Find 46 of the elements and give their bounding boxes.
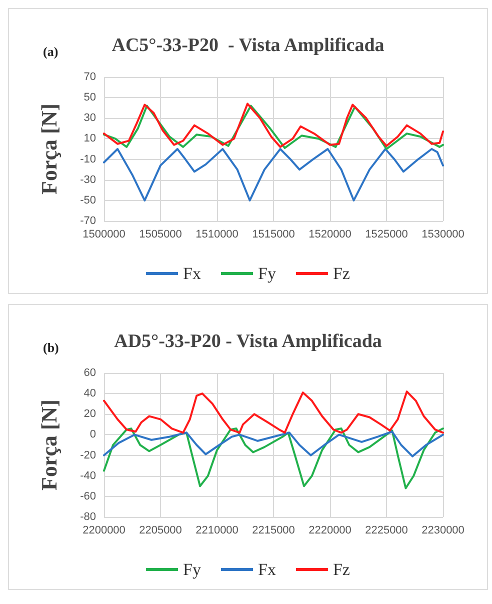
y-tick-label: -20: [80, 449, 96, 462]
x-tick-label: 1530000: [422, 228, 464, 240]
x-tick-label: 1525000: [365, 228, 408, 240]
y-tick-label: 20: [84, 408, 96, 420]
legend-label: Fz: [332, 560, 350, 579]
chart-title: AC5°-33-P20 - Vista Amplificada: [112, 35, 385, 56]
y-tick-label: 40: [84, 388, 96, 400]
chart-title: AD5°-33-P20 - Vista Amplificada: [114, 331, 382, 352]
line-series: [103, 430, 444, 458]
y-tick-label: 50: [84, 92, 96, 104]
text: (b): [43, 340, 59, 355]
y-tick-label: 70: [84, 71, 96, 83]
y-axis-title: Força [N]: [36, 399, 62, 491]
text: (a): [43, 44, 58, 59]
y-tick-label: 60: [84, 367, 96, 379]
legend-label: Fx: [183, 264, 202, 283]
x-tick-label: 2205000: [139, 524, 182, 536]
x-tick-label: 2215000: [252, 524, 295, 536]
x-tick-label: 2220000: [308, 524, 352, 536]
x-tick-label: 1510000: [196, 228, 238, 240]
y-tick-label: -70: [80, 215, 96, 227]
y-tick-label: 30: [84, 112, 96, 124]
x-tick-label: 2200000: [82, 524, 126, 536]
y-tick-label: 10: [84, 132, 96, 145]
x-tick-label: 1520000: [308, 228, 352, 240]
legend-label: Fx: [258, 560, 276, 579]
y-tick-label: -60: [80, 490, 96, 502]
y-tick-label: -30: [80, 174, 96, 186]
line-series: [103, 148, 444, 202]
x-tick-label: 2210000: [196, 524, 238, 536]
y-tick-label: -40: [80, 470, 96, 482]
line-series: [103, 390, 444, 434]
y-tick-label: -80: [80, 511, 96, 523]
x-tick-label: 1515000: [252, 228, 295, 240]
y-axis-title: Força [N]: [36, 103, 62, 195]
legend-label: Fz: [332, 264, 350, 283]
x-tick-label: 2225000: [365, 524, 408, 536]
y-tick-label: -10: [80, 153, 96, 166]
y-tick-label: -50: [80, 194, 96, 206]
x-tick-label: 2230000: [422, 524, 464, 536]
x-tick-label: 1505000: [139, 228, 182, 240]
legend-label: Fy: [258, 264, 276, 283]
legend-label: Fy: [183, 560, 202, 579]
line-series: [103, 428, 444, 490]
x-tick-label: 1500000: [82, 228, 126, 240]
y-tick-label: 0: [90, 428, 96, 441]
